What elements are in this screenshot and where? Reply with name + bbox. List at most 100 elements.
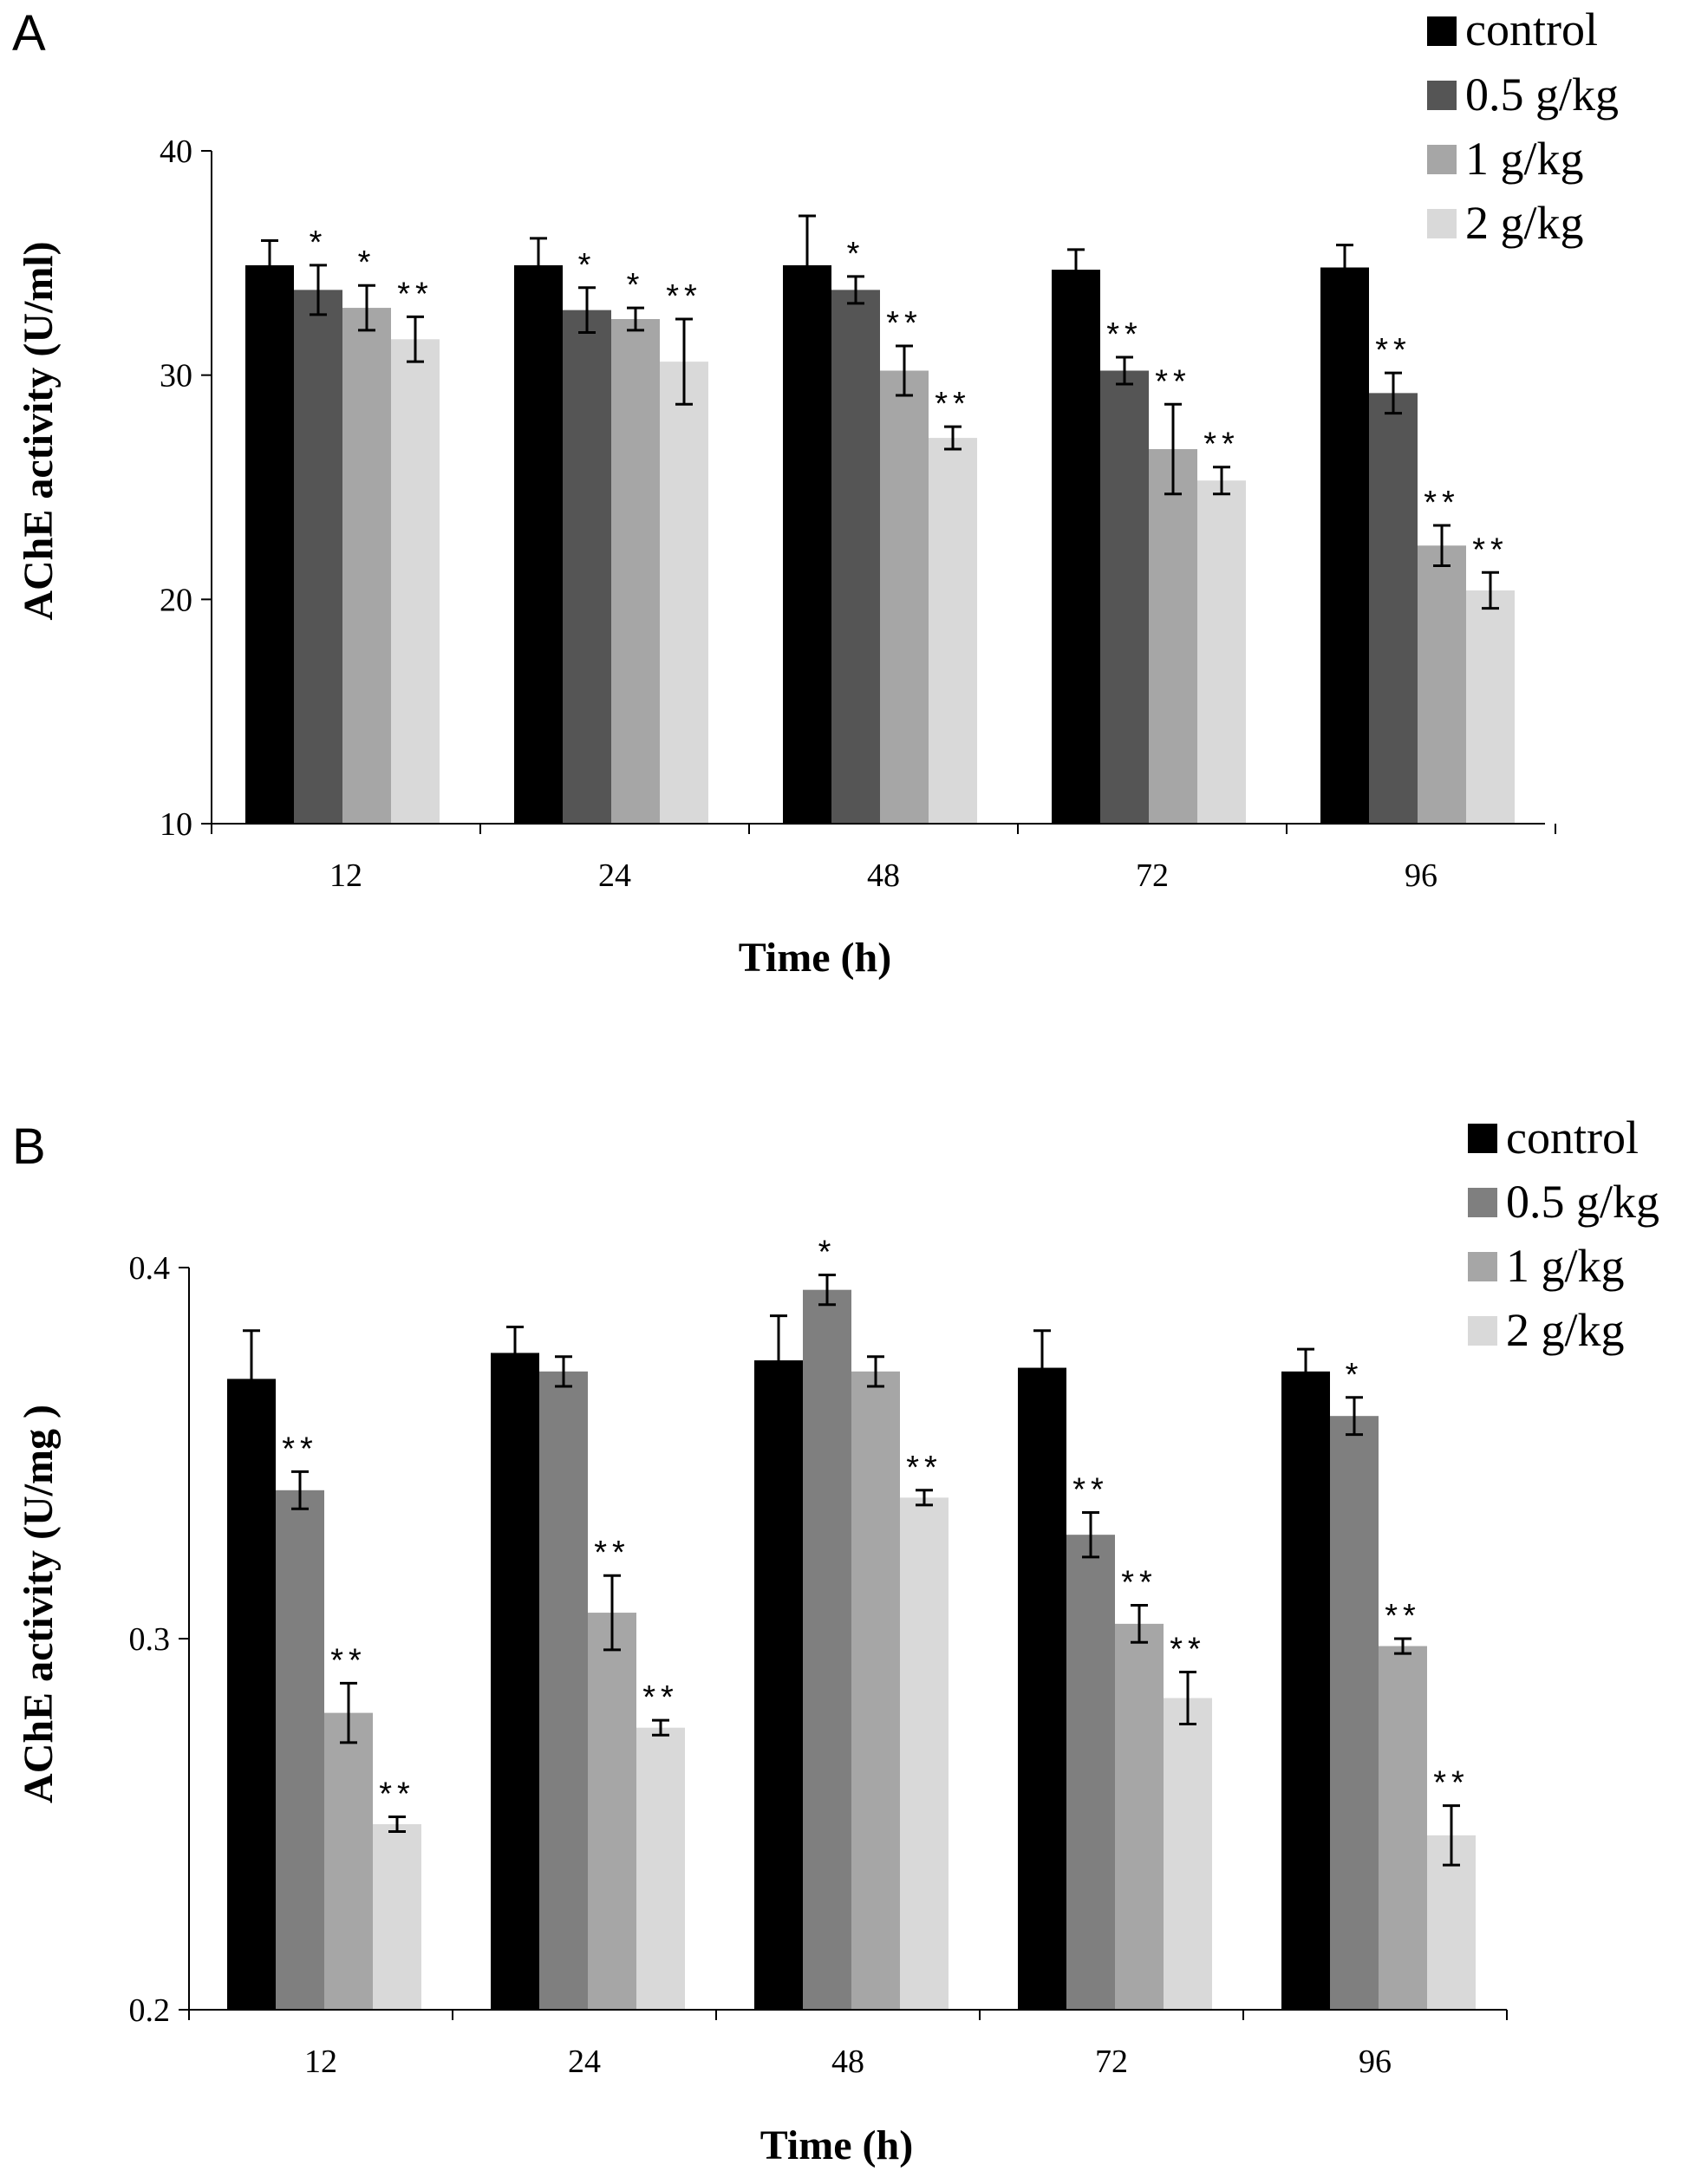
legend-swatch-0-5-g-kg xyxy=(1468,1188,1497,1217)
panel-a-bar-0-5-g-kg-96h xyxy=(1369,393,1418,824)
panel-b-bars xyxy=(227,1289,1476,2010)
panel-a-bar-1-g-kg-72h xyxy=(1149,449,1197,824)
panel-a-bars xyxy=(245,264,1515,825)
panel-b: B ************************ 0.20.30.4 12 2… xyxy=(12,1112,1659,2168)
panel-b-y-tick-label-0-3: 0.3 xyxy=(129,1621,171,1658)
panel-a-bar-0-5-g-kg-24h xyxy=(563,310,611,824)
panel-a-axes xyxy=(201,150,1556,834)
panel-b-x-axis-title: Time (h) xyxy=(760,2122,913,2168)
panel-a-bar-2-g-kg-24h xyxy=(660,362,708,824)
panel-a-significance-1-g-kg-96h: ** xyxy=(1424,485,1460,521)
panel-a-letter: A xyxy=(12,5,46,62)
panel-b-bar-2-g-kg-48h xyxy=(900,1497,949,2010)
panel-b-bar-control-48h xyxy=(754,1360,803,2010)
legend-label-0-5-g-kg: 0.5 g/kg xyxy=(1506,1176,1659,1228)
panel-a-bar-2-g-kg-96h xyxy=(1466,590,1515,824)
panel-a-significance-0-5-g-kg-24h: * xyxy=(578,247,597,284)
panel-b-significance-2-g-kg-12h: ** xyxy=(379,1776,415,1812)
panel-b-letter: B xyxy=(12,1118,46,1175)
panel-b-bar-0-5-g-kg-96h xyxy=(1330,1416,1379,2010)
panel-a-bar-0-5-g-kg-48h xyxy=(831,290,880,825)
panel-b-bar-0-5-g-kg-12h xyxy=(276,1490,324,2010)
panel-b-bar-1-g-kg-24h xyxy=(588,1613,636,2010)
legend-swatch-control xyxy=(1468,1124,1497,1153)
panel-a-significance-1-g-kg-24h: * xyxy=(627,267,645,303)
panel-b-significance-0-5-g-kg-96h: * xyxy=(1346,1357,1364,1393)
panel-b-bar-control-96h xyxy=(1281,1371,1330,2010)
panel-a-bar-1-g-kg-12h xyxy=(342,308,391,825)
panel-a-significance-2-g-kg-24h: ** xyxy=(666,278,702,315)
panel-b-x-tick-label-96: 96 xyxy=(1359,2044,1392,2080)
panel-b-significance-1-g-kg-12h: ** xyxy=(330,1642,367,1679)
panel-a-y-tick-label-30: 30 xyxy=(160,358,192,394)
legend-label-control: control xyxy=(1465,3,1598,55)
panel-a-x-axis-title: Time (h) xyxy=(739,935,891,981)
panel-b-x-tick-label-72: 72 xyxy=(1095,2044,1128,2080)
panel-b-bar-0-5-g-kg-24h xyxy=(539,1371,588,2010)
panel-a-significance-1-g-kg-48h: ** xyxy=(886,305,922,342)
panel-a-x-tick-label-24: 24 xyxy=(598,857,631,894)
panel-b-bar-1-g-kg-96h xyxy=(1379,1646,1427,2010)
panel-b-x-tick-labels: 12 24 48 72 96 xyxy=(304,2044,1392,2080)
panel-b-bar-0-5-g-kg-72h xyxy=(1066,1535,1115,2010)
panel-a-significance-2-g-kg-96h: ** xyxy=(1472,531,1509,568)
legend-label-1-g-kg: 1 g/kg xyxy=(1506,1240,1625,1292)
panel-b-axes xyxy=(179,1267,1508,2020)
panel-a-bar-control-96h xyxy=(1320,267,1369,824)
panel-a-x-tick-label-72: 72 xyxy=(1136,857,1169,894)
panel-a-bar-control-24h xyxy=(514,264,563,824)
panel-a-bar-2-g-kg-72h xyxy=(1197,480,1246,824)
panel-a-bar-control-72h xyxy=(1052,270,1100,824)
panel-b-significance-1-g-kg-96h: ** xyxy=(1385,1598,1421,1634)
panel-b-legend: control 0.5 g/kg 1 g/kg 2 g/kg xyxy=(1468,1112,1659,1356)
panel-a-significance-0-5-g-kg-96h: ** xyxy=(1375,332,1411,368)
panel-b-significance-1-g-kg-72h: ** xyxy=(1121,1564,1157,1601)
panel-b-significance-0-5-g-kg-48h: * xyxy=(818,1235,837,1271)
panel-b-y-axis-title: AChE activity (U/mg ) xyxy=(16,1405,62,1803)
panel-a-bar-0-5-g-kg-12h xyxy=(294,290,342,825)
panel-a-x-tick-label-12: 12 xyxy=(329,857,362,894)
panel-b-bar-2-g-kg-24h xyxy=(636,1727,685,2010)
legend-swatch-1-g-kg xyxy=(1468,1252,1497,1281)
panel-b-significance-2-g-kg-24h: ** xyxy=(642,1679,679,1716)
panel-a-significance-1-g-kg-12h: * xyxy=(358,244,376,281)
panel-a-bar-1-g-kg-96h xyxy=(1418,545,1466,824)
panel-a-bar-control-12h xyxy=(245,264,294,824)
panel-a-x-tick-label-96: 96 xyxy=(1405,857,1437,894)
panel-b-bar-1-g-kg-12h xyxy=(324,1712,373,2010)
panel-b-significance-0-5-g-kg-72h: ** xyxy=(1072,1471,1109,1508)
panel-b-bar-0-5-g-kg-48h xyxy=(803,1289,851,2010)
panel-a-error-bars xyxy=(261,214,1499,610)
panel-a-bar-2-g-kg-12h xyxy=(391,339,440,824)
panel-a-bar-1-g-kg-48h xyxy=(880,370,929,824)
panel-b-error-bars xyxy=(243,1274,1460,1867)
panel-a-y-tick-label-40: 40 xyxy=(160,134,192,170)
panel-b-bar-control-24h xyxy=(491,1353,539,2010)
panel-b-significance-marks: ************************ xyxy=(282,1235,1464,1813)
panel-b-x-tick-label-12: 12 xyxy=(304,2044,337,2080)
panel-b-significance-1-g-kg-24h: ** xyxy=(594,1535,630,1571)
legend-label-0-5-g-kg: 0.5 g/kg xyxy=(1465,68,1619,121)
legend-label-2-g-kg: 2 g/kg xyxy=(1506,1304,1625,1356)
panel-a-significance-marks: ** *** ************ ******** xyxy=(310,225,1509,568)
panel-b-y-tick-labels: 0.2 0.3 0.4 xyxy=(129,1250,171,2029)
panel-a-y-axis-title: AChE activity (U/ml) xyxy=(16,241,62,620)
panel-b-significance-2-g-kg-48h: ** xyxy=(906,1450,942,1486)
panel-a-significance-0-5-g-kg-72h: ** xyxy=(1106,316,1143,353)
panel-b-bar-1-g-kg-72h xyxy=(1115,1623,1164,2010)
panel-b-significance-0-5-g-kg-12h: ** xyxy=(282,1431,318,1467)
panel-a-significance-2-g-kg-72h: ** xyxy=(1203,427,1240,463)
panel-a-x-tick-label-48: 48 xyxy=(867,857,900,894)
panel-a-bar-1-g-kg-24h xyxy=(611,319,660,824)
legend-swatch-2-g-kg xyxy=(1427,209,1457,238)
panel-a-significance-0-5-g-kg-48h: * xyxy=(847,236,865,272)
panel-b-y-tick-label-0-2: 0.2 xyxy=(129,1992,171,2029)
panel-b-x-tick-label-48: 48 xyxy=(831,2044,864,2080)
panel-a-significance-2-g-kg-48h: ** xyxy=(935,386,971,422)
panel-a-y-tick-labels: 10 20 30 40 xyxy=(160,134,192,843)
legend-swatch-control xyxy=(1427,16,1457,46)
legend-swatch-2-g-kg xyxy=(1468,1316,1497,1346)
panel-b-bar-1-g-kg-48h xyxy=(851,1371,900,2010)
